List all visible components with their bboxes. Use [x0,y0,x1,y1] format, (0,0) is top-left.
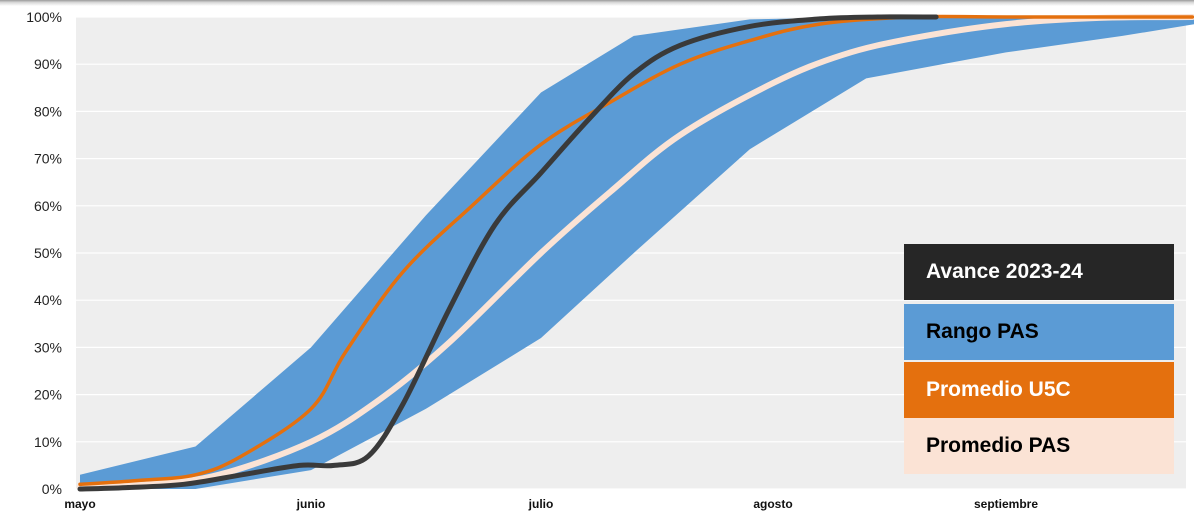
y-tick-label: 0% [42,481,62,497]
x-tick-label: julio [528,497,554,511]
legend-label: Avance 2023-24 [926,260,1083,283]
top-border [0,0,1194,6]
y-axis: 0% 10% 20% 30% 40% 50% 60% 70% 80% 90% 100% [26,9,62,497]
legend-label: Promedio U5C [926,378,1071,401]
y-tick-label: 90% [34,56,62,72]
series-line-avance-2023-24 [77,14,939,492]
legend-item: Avance 2023-24 [904,244,1174,300]
series-area-rango-pas [80,17,1194,489]
y-tick-label: 70% [34,151,62,167]
x-axis: mayo junio julio agosto septiembre [64,497,1038,511]
legend-item: Rango PAS [904,304,1174,360]
y-tick-label: 40% [34,292,62,308]
legend-item: Promedio PAS [904,418,1174,474]
y-tick-label: 10% [34,434,62,450]
y-tick-label: 80% [34,103,62,119]
x-tick-label: junio [296,497,326,511]
legend-label: Rango PAS [926,320,1039,343]
range-band [80,17,1194,489]
y-tick-label: 30% [34,339,62,355]
x-tick-label: septiembre [974,497,1038,511]
x-tick-label: agosto [753,497,792,511]
y-tick-label: 20% [34,387,62,403]
x-tick-label: mayo [64,497,95,511]
y-tick-label: 60% [34,198,62,214]
series-line-promedio-pas [77,14,1194,490]
series-lines [77,14,1194,492]
legend-item: Promedio U5C [904,362,1174,418]
y-tick-label: 50% [34,245,62,261]
y-tick-label: 100% [26,9,62,25]
legend-label: Promedio PAS [926,434,1071,457]
